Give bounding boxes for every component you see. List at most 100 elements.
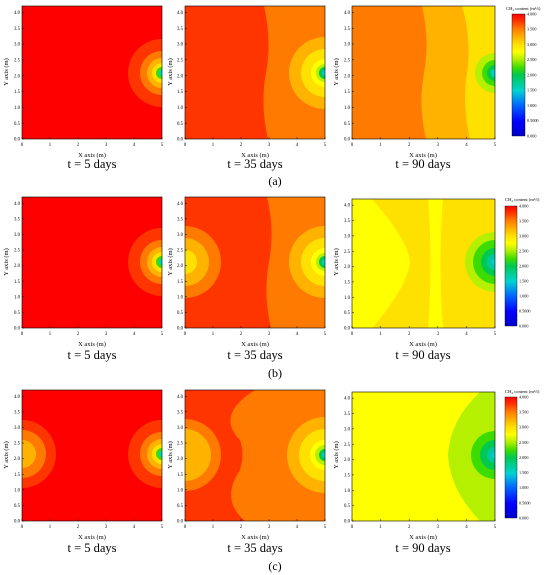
colorbar-tick-label: 2.000 [527, 72, 536, 77]
y-tick-label: 4.0 [344, 204, 351, 209]
x-tick-label: 4 [296, 332, 299, 337]
panel-c1: 0 1 2 3 4 5 0.0 0.5 1.0 1.5 2.0 2.5 3.0 3.5 4.0 X axi… [3, 389, 164, 555]
x-axis-label-b1: X axis (m) [78, 341, 106, 348]
y-tick-label: 1.5 [14, 473, 21, 478]
x-axis-label-c3: X axis (m) [409, 534, 437, 541]
y-tick-label: 2.5 [177, 442, 184, 447]
axes-frame-a3 [351, 5, 496, 140]
x-tick-label: 1 [379, 332, 382, 337]
y-tick-label: 1.0 [14, 106, 21, 111]
colorbar-tick-label: 4.000 [527, 11, 536, 16]
x-tick-label: 5 [494, 332, 497, 337]
y-tick-label: 4.0 [177, 202, 184, 207]
x-tick-label: 1 [212, 143, 215, 148]
colorbar-tick-label: 2.500 [519, 248, 528, 253]
x-tick-label: 1 [49, 143, 52, 148]
y-ticks-b3: 0.0 0.5 1.0 1.5 2.0 2.5 3.0 3.5 4.0 [344, 204, 354, 332]
y-tick-label: 3.5 [344, 412, 351, 417]
x-tick-label: 3 [437, 332, 440, 337]
colorbar-title: CH₄ content (m³/t) [505, 389, 540, 394]
time-label-c1: t = 5 days [67, 541, 116, 555]
x-tick-label: 0 [351, 525, 354, 530]
axes-frame-a2 [184, 5, 326, 140]
x-axis-label-a2: X axis (m) [241, 152, 269, 159]
time-label-a1: t = 5 days [67, 157, 116, 171]
y-tick-label: 1.0 [344, 106, 351, 111]
y-tick-label: 2.5 [14, 442, 21, 447]
y-tick-label: 0.0 [14, 520, 21, 525]
colorbar-tick-label: 2.000 [519, 263, 528, 268]
y-tick-label: 2.5 [344, 250, 351, 255]
x-tick-label: 0 [184, 143, 187, 148]
colorbar-tick-label: 0.5000 [519, 500, 531, 505]
x-tick-label: 5 [161, 525, 164, 530]
panel-c3: 0 1 2 3 4 5 0.0 0.5 1.0 1.5 2.0 2.5 3.0 3.5 4.0 X axi… [333, 391, 497, 555]
panel-c2: 0 1 2 3 4 5 0.0 0.5 1.0 1.5 2.0 2.5 3.0 3.5 4.0 X axi… [167, 389, 327, 555]
y-tick-label: 1.0 [177, 295, 184, 300]
y-tick-label: 3.0 [177, 426, 184, 431]
y-tick-label: 1.5 [344, 281, 351, 286]
y-axis-label-b1: Y axis (m) [3, 248, 10, 276]
y-tick-label: 2.5 [14, 249, 21, 254]
x-tick-label: 0 [21, 525, 24, 530]
x-tick-label: 2 [77, 143, 80, 148]
x-axis-label-a3: X axis (m) [409, 152, 437, 159]
y-tick-label: 0.5 [177, 122, 184, 127]
y-tick-label: 1.5 [14, 280, 21, 285]
x-axis-label-b2: X axis (m) [241, 341, 269, 348]
y-ticks-a2: 0.0 0.5 1.0 1.5 2.0 2.5 3.0 3.5 4.0 [177, 11, 187, 143]
colorbar-tick-label: 4.000 [519, 203, 528, 208]
y-tick-label: 4.0 [14, 395, 21, 400]
x-tick-label: 4 [133, 332, 136, 337]
x-ticks-c3: 0 1 2 3 4 5 [351, 519, 497, 530]
x-tick-label: 4 [465, 525, 468, 530]
y-tick-label: 3.0 [14, 233, 21, 238]
y-tick-label: 4.0 [177, 11, 184, 16]
x-ticks-a1: 0 1 2 3 4 5 [21, 137, 164, 148]
y-tick-label: 4.0 [177, 395, 184, 400]
y-ticks-b2: 0.0 0.5 1.0 1.5 2.0 2.5 3.0 3.5 4.0 [177, 202, 187, 332]
y-tick-label: 1.5 [344, 474, 351, 479]
y-tick-label: 4.0 [344, 11, 351, 16]
axes-frame-c3 [351, 391, 496, 522]
x-tick-label: 5 [494, 143, 497, 148]
colorbar-gradient [504, 205, 518, 327]
x-tick-label: 4 [296, 525, 299, 530]
y-tick-label: 1.0 [344, 489, 351, 494]
y-tick-label: 1.5 [344, 90, 351, 95]
colorbar-tick-label: 3.000 [527, 42, 536, 47]
colorbar-title: CH₄ content (m³/t) [505, 197, 540, 202]
y-tick-label: 0.0 [14, 327, 21, 332]
x-tick-label: 5 [324, 525, 327, 530]
y-ticks-c2: 0.0 0.5 1.0 1.5 2.0 2.5 3.0 3.5 4.0 [177, 395, 187, 525]
colorbar-gradient [511, 13, 526, 137]
y-tick-label: 0.5 [344, 122, 351, 127]
x-tick-label: 4 [133, 525, 136, 530]
y-tick-label: 0.5 [177, 311, 184, 316]
y-tick-label: 2.0 [177, 74, 184, 79]
y-tick-label: 0.5 [14, 504, 21, 509]
y-tick-label: 0.5 [14, 122, 21, 127]
x-ticks-b3: 0 1 2 3 4 5 [351, 326, 497, 337]
x-ticks-b2: 0 1 2 3 4 5 [184, 326, 327, 337]
y-tick-label: 2.5 [344, 443, 351, 448]
y-axis-label-b2: Y axis (m) [167, 248, 174, 276]
colorbar-tick-label: 1.500 [527, 88, 536, 93]
y-tick-label: 1.5 [14, 90, 21, 95]
y-tick-label: 1.0 [177, 106, 184, 111]
axes-frame-c1 [21, 389, 163, 522]
x-tick-label: 2 [240, 143, 243, 148]
x-tick-label: 5 [161, 143, 164, 148]
contour-field-c2 [185, 390, 325, 521]
y-tick-label: 1.0 [14, 488, 21, 493]
x-ticks-a2: 0 1 2 3 4 5 [184, 137, 327, 148]
x-ticks-c1: 0 1 2 3 4 5 [21, 519, 164, 530]
colorbar-ticks: 4.000 3.500 3.000 2.500 2.000 1.500 1.000 0.500… [519, 394, 531, 520]
y-tick-label: 3.0 [177, 233, 184, 238]
y-axis-label-a1: Y axis (m) [3, 58, 10, 86]
x-tick-label: 0 [184, 525, 187, 530]
y-tick-label: 3.0 [177, 43, 184, 48]
x-tick-label: 2 [77, 525, 80, 530]
colorbar-tick-label: 1.000 [519, 293, 528, 298]
